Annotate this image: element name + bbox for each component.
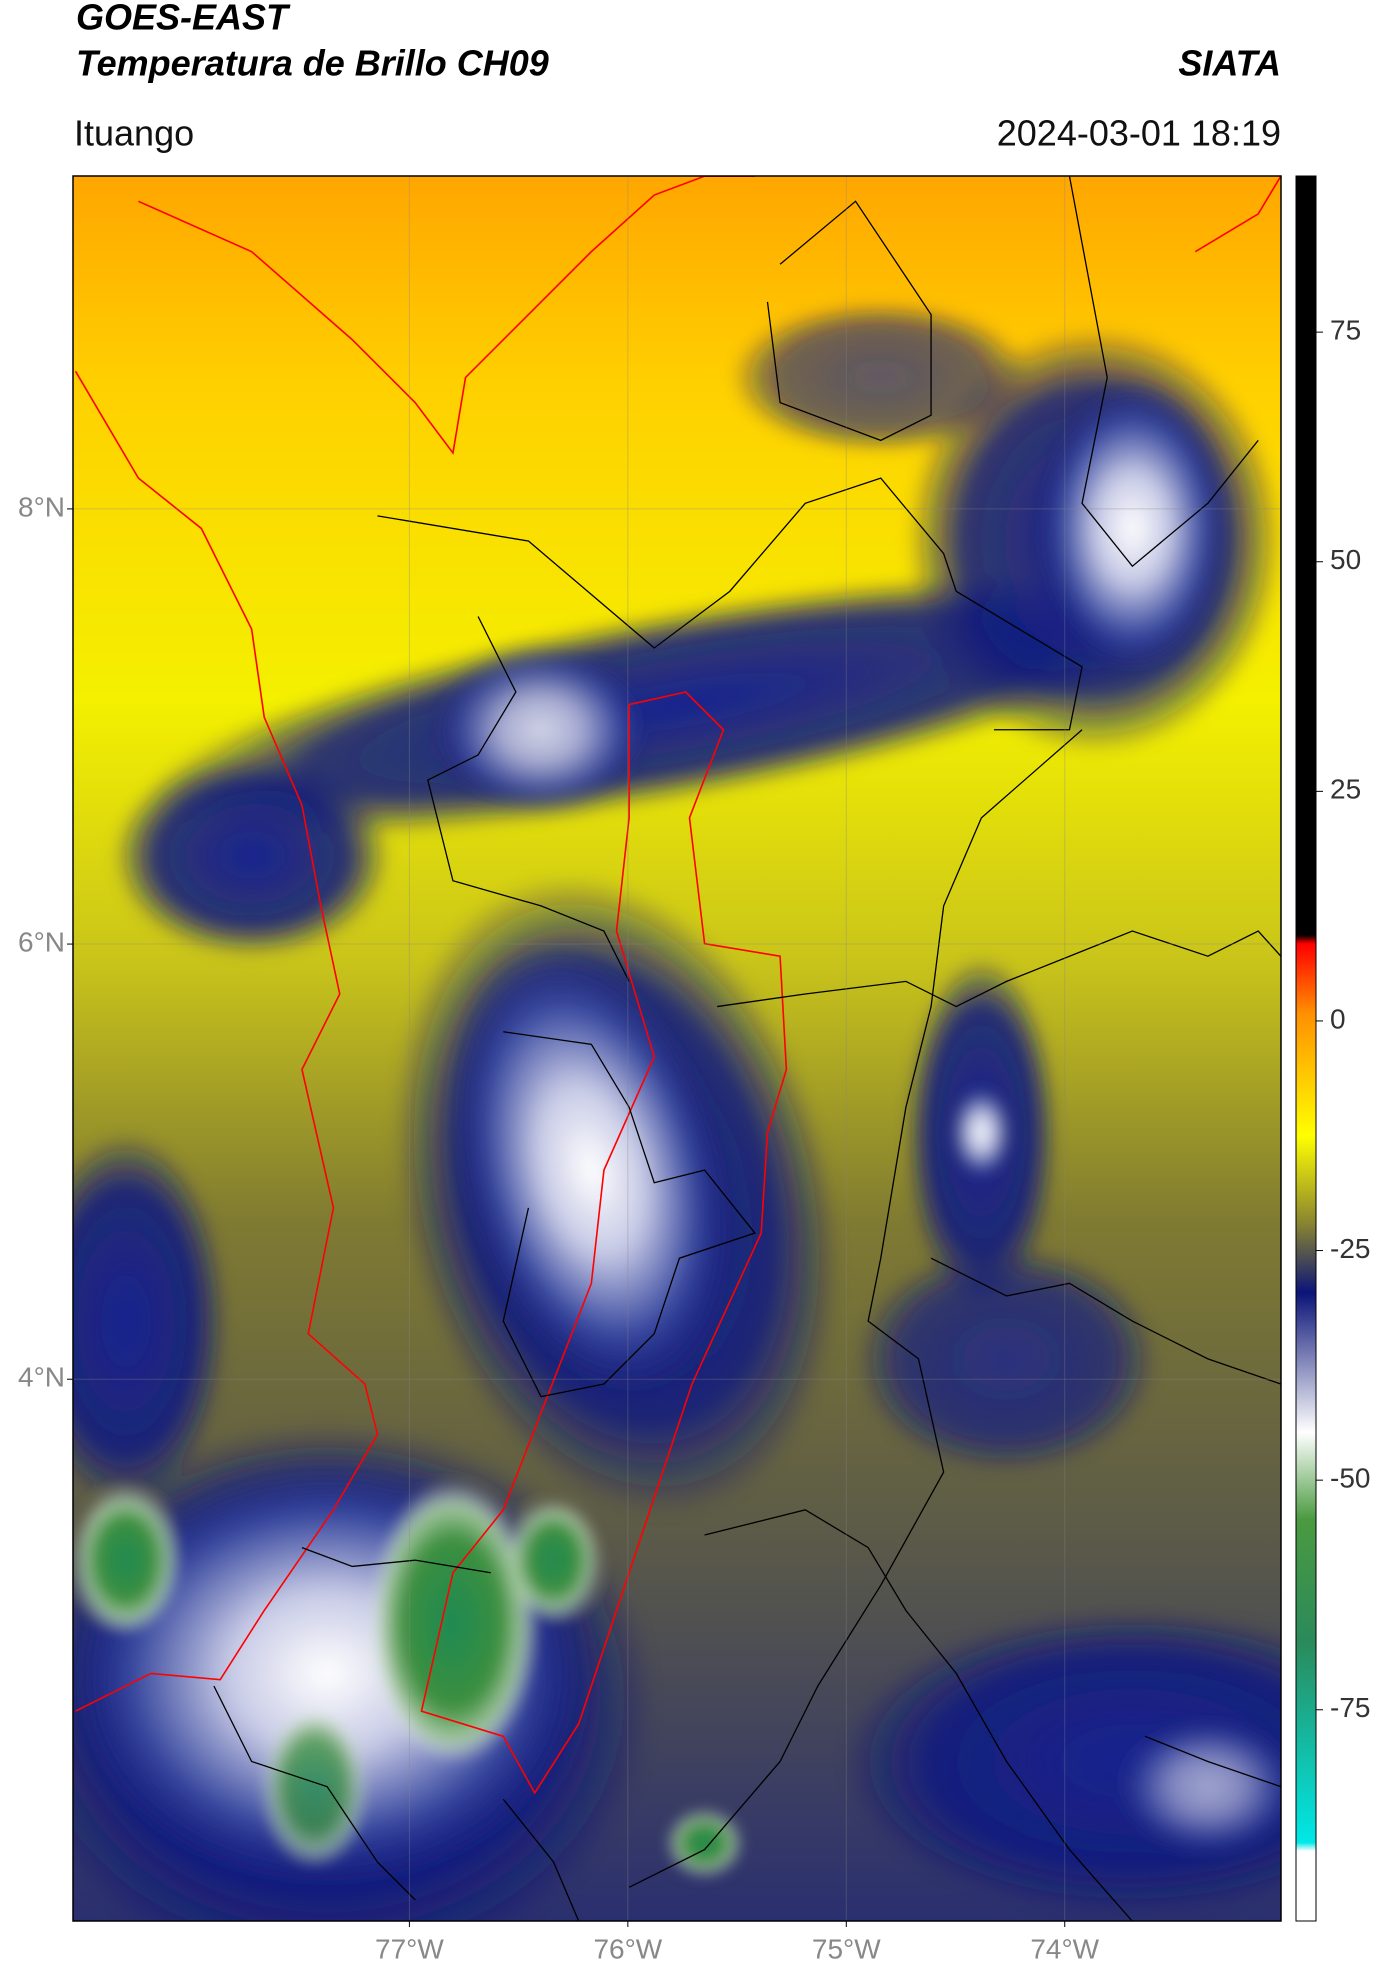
colorbar-tick-label: -75 xyxy=(1330,1692,1370,1723)
colorbar-tick-label: 50 xyxy=(1330,544,1361,575)
colorbar-tick-label: -50 xyxy=(1330,1463,1370,1494)
map-frame xyxy=(72,175,1282,1922)
y-tick-label: 4°N xyxy=(18,1362,65,1393)
brand: SIATA xyxy=(1178,43,1281,84)
colorbar-tick-label: 0 xyxy=(1330,1003,1346,1034)
colorbar xyxy=(1295,175,1317,1922)
title-line2: Temperatura de Brillo CH09 xyxy=(76,43,549,84)
grid xyxy=(73,176,1281,1921)
colorbar-tick-label: 25 xyxy=(1330,774,1361,805)
title-line1: GOES-EAST xyxy=(76,0,291,38)
colorbar-tick-label: -25 xyxy=(1330,1233,1370,1264)
x-tick-label: 74°W xyxy=(1030,1933,1099,1964)
x-tick-label: 76°W xyxy=(593,1933,662,1964)
y-tick-label: 6°N xyxy=(18,926,65,957)
colorbar-tick-label: 75 xyxy=(1330,315,1361,346)
map-image xyxy=(73,176,1281,1921)
datetime: 2024-03-01 18:19 xyxy=(997,113,1281,154)
y-tick-label: 8°N xyxy=(18,491,65,522)
location: Ituango xyxy=(74,113,194,154)
x-tick-label: 77°W xyxy=(375,1933,444,1964)
x-tick-label: 75°W xyxy=(812,1933,881,1964)
